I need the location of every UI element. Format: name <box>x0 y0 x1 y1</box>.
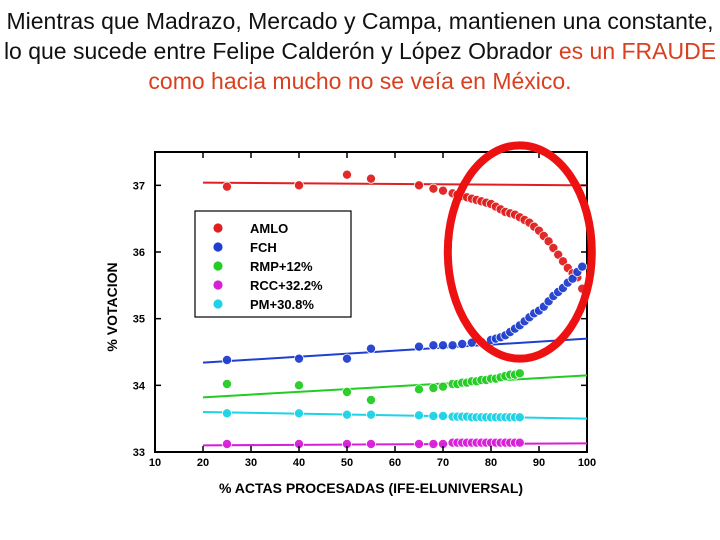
point-fch <box>437 340 448 351</box>
point-rcc-32-2 <box>428 438 439 449</box>
y-axis-label: % VOTACION <box>104 262 120 351</box>
point-rmp-12 <box>437 381 448 392</box>
x-tick-label: 20 <box>197 457 209 469</box>
point-pm-30-8 <box>293 408 304 419</box>
point-amlo <box>428 183 439 194</box>
legend-marker-amlo <box>213 223 223 233</box>
point-fch <box>293 353 304 364</box>
y-tick-label: 35 <box>133 314 145 326</box>
x-tick-label: 40 <box>293 457 305 469</box>
point-amlo <box>558 256 569 267</box>
x-tick-label: 80 <box>485 457 497 469</box>
point-fch <box>457 338 468 349</box>
point-rmp-12 <box>413 384 424 395</box>
point-pm-30-8 <box>365 409 376 420</box>
point-rmp-12 <box>341 386 352 397</box>
y-tick-label: 36 <box>133 247 145 259</box>
point-pm-30-8 <box>413 410 424 421</box>
point-fch <box>221 354 232 365</box>
point-pm-30-8 <box>221 408 232 419</box>
legend-marker-fch <box>213 242 223 252</box>
y-tick-label: 34 <box>133 380 146 392</box>
point-pm-30-8 <box>341 409 352 420</box>
y-tick-label: 33 <box>133 447 145 459</box>
legend-marker-rcc-32-2 <box>213 280 223 290</box>
point-rmp-12 <box>221 378 232 389</box>
point-pm-30-8 <box>514 412 525 423</box>
point-rmp-12 <box>514 368 525 379</box>
legend: AMLO FCH RMP+12% RCC+32.2% PM+30.8% <box>194 210 352 318</box>
legend-label-fch: FCH <box>250 240 277 255</box>
point-rcc-32-2 <box>365 438 376 449</box>
x-tick-label: 100 <box>578 457 596 469</box>
point-amlo <box>293 180 304 191</box>
point-amlo <box>221 181 232 192</box>
point-rmp-12 <box>428 382 439 393</box>
point-fch <box>577 261 588 272</box>
point-amlo <box>437 185 448 196</box>
point-fch <box>567 273 578 284</box>
legend-label-pm-30-8: PM+30.8% <box>250 297 314 312</box>
x-tick-label: 60 <box>389 457 401 469</box>
highlight-ellipse <box>443 141 596 363</box>
point-rcc-32-2 <box>514 437 525 448</box>
point-fch <box>447 340 458 351</box>
y-tick-label: 37 <box>133 180 145 192</box>
point-amlo <box>341 169 352 180</box>
headline: Mientras que Madrazo, Mercado y Campa, m… <box>0 6 720 96</box>
point-rcc-32-2 <box>413 438 424 449</box>
point-rmp-12 <box>293 380 304 391</box>
point-pm-30-8 <box>428 410 439 421</box>
legend-marker-pm-30-8 <box>213 299 223 309</box>
axes-ticks: 10 20 30 40 50 60 70 80 90 100 33 34 35 36 37 <box>133 152 596 469</box>
legend-label-amlo: AMLO <box>250 221 288 236</box>
x-axis-label: % ACTAS PROCESADAS (IFE-ELUNIVERSAL) <box>219 480 523 496</box>
point-rmp-12 <box>365 394 376 405</box>
point-fch <box>413 341 424 352</box>
point-amlo <box>543 236 554 247</box>
fit-line-fch <box>202 337 588 364</box>
fit-line-rmp-12 <box>202 374 588 399</box>
point-pm-30-8 <box>437 410 448 421</box>
point-fch <box>341 353 352 364</box>
point-rcc-32-2 <box>221 438 232 449</box>
data-points <box>221 169 588 449</box>
x-tick-label: 90 <box>533 457 545 469</box>
legend-label-rmp-12: RMP+12% <box>250 259 313 274</box>
legend-marker-rmp-12 <box>213 261 223 271</box>
point-fch <box>428 340 439 351</box>
x-tick-label: 70 <box>437 457 449 469</box>
point-fch <box>365 343 376 354</box>
point-amlo <box>548 242 559 253</box>
point-amlo <box>413 180 424 191</box>
headline-highlight: es un FRAUDE como hacia mucho no se veía… <box>148 38 717 94</box>
legend-label-rcc-32-2: RCC+32.2% <box>250 278 323 293</box>
headline-text: Mientras que Madrazo, Mercado y Campa, m… <box>3 8 714 64</box>
x-tick-label: 30 <box>245 457 257 469</box>
point-amlo <box>553 249 564 260</box>
x-tick-label: 50 <box>341 457 353 469</box>
point-amlo <box>365 173 376 184</box>
annotation-layer <box>443 141 596 363</box>
fit-line-amlo <box>202 181 588 187</box>
x-tick-label: 10 <box>149 457 161 469</box>
